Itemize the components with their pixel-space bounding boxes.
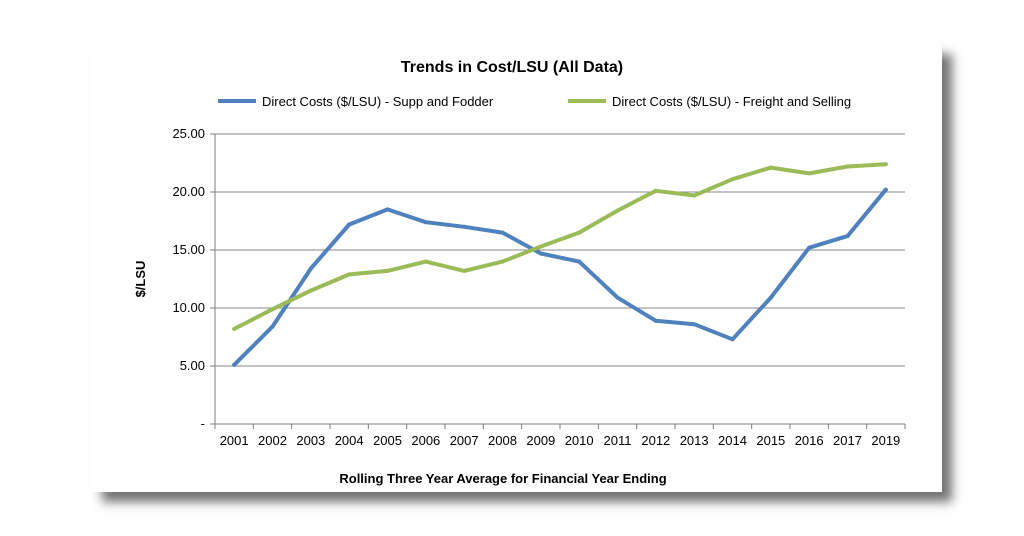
y-axis-ticks: - 5.00 10.00 15.00 20.00 25.00 xyxy=(172,126,215,431)
y-tick-label: 20.00 xyxy=(172,184,205,199)
data-point xyxy=(768,165,773,170)
data-point xyxy=(462,224,467,229)
data-point xyxy=(347,222,352,227)
data-point xyxy=(653,188,658,193)
x-tick-label: 2013 xyxy=(680,433,709,448)
data-point xyxy=(538,244,543,249)
data-point xyxy=(270,324,275,329)
x-tick-label: 2010 xyxy=(565,433,594,448)
data-point xyxy=(385,268,390,273)
gridlines xyxy=(215,133,905,367)
y-tick-label: 25.00 xyxy=(172,126,205,141)
y-tick-label: - xyxy=(201,416,205,431)
x-tick-label: 2007 xyxy=(450,433,479,448)
data-point xyxy=(308,266,313,271)
x-tick-label: 2005 xyxy=(373,433,402,448)
x-tick-label: 2012 xyxy=(641,433,670,448)
data-point xyxy=(692,193,697,198)
x-tick-label: 2019 xyxy=(871,433,900,448)
x-tick-label: 2011 xyxy=(604,433,632,448)
data-point xyxy=(462,268,467,273)
legend: Direct Costs ($/LSU) - Supp and Fodder D… xyxy=(218,94,851,109)
data-point xyxy=(500,230,505,235)
data-point xyxy=(577,259,582,264)
data-point xyxy=(615,208,620,213)
data-point xyxy=(270,307,275,312)
data-point xyxy=(653,318,658,323)
x-tick-label: 2009 xyxy=(526,433,555,448)
x-tick-label: 2006 xyxy=(411,433,440,448)
data-point xyxy=(232,326,237,331)
data-point xyxy=(730,177,735,182)
x-tick-label: 2002 xyxy=(258,433,287,448)
data-point xyxy=(730,337,735,342)
data-point xyxy=(615,295,620,300)
legend-label-freight-selling: Direct Costs ($/LSU) - Freight and Selli… xyxy=(612,94,851,109)
data-point xyxy=(807,171,812,176)
data-point xyxy=(385,207,390,212)
data-point xyxy=(845,164,850,169)
data-point xyxy=(538,251,543,256)
data-point xyxy=(883,187,888,192)
data-point xyxy=(692,322,697,327)
x-axis-title: Rolling Three Year Average for Financial… xyxy=(339,471,666,486)
data-point xyxy=(308,288,313,293)
y-tick-label: 10.00 xyxy=(172,300,205,315)
x-axis-ticks: 2001 2002 2003 2004 2005 2006 2007 2008 2009 2010… xyxy=(214,424,906,448)
y-tick-label: 15.00 xyxy=(172,242,205,257)
data-point xyxy=(768,295,773,300)
series-line-0 xyxy=(232,187,888,367)
x-tick-label: 2015 xyxy=(756,433,785,448)
data-point xyxy=(577,230,582,235)
data-point xyxy=(232,362,237,367)
data-point xyxy=(807,245,812,250)
data-point xyxy=(423,259,428,264)
x-tick-label: 2014 xyxy=(718,433,747,448)
data-point xyxy=(883,162,888,167)
y-tick-label: 5.00 xyxy=(180,358,205,373)
legend-label-supp-fodder: Direct Costs ($/LSU) - Supp and Fodder xyxy=(262,94,494,109)
series-layer xyxy=(232,162,888,367)
data-point xyxy=(500,259,505,264)
x-tick-label: 2004 xyxy=(335,433,364,448)
data-point xyxy=(423,220,428,225)
x-tick-label: 2016 xyxy=(795,433,824,448)
series-line-1 xyxy=(232,162,888,331)
data-point xyxy=(347,272,352,277)
x-tick-label: 2008 xyxy=(488,433,517,448)
x-tick-label: 2003 xyxy=(296,433,325,448)
data-point xyxy=(845,234,850,239)
y-axis-title: $/LSU xyxy=(133,261,148,298)
chart-title: Trends in Cost/LSU (All Data) xyxy=(401,59,623,76)
x-tick-label: 2017 xyxy=(833,433,862,448)
chart-card xyxy=(92,44,942,492)
x-tick-label: 2001 xyxy=(220,433,249,448)
